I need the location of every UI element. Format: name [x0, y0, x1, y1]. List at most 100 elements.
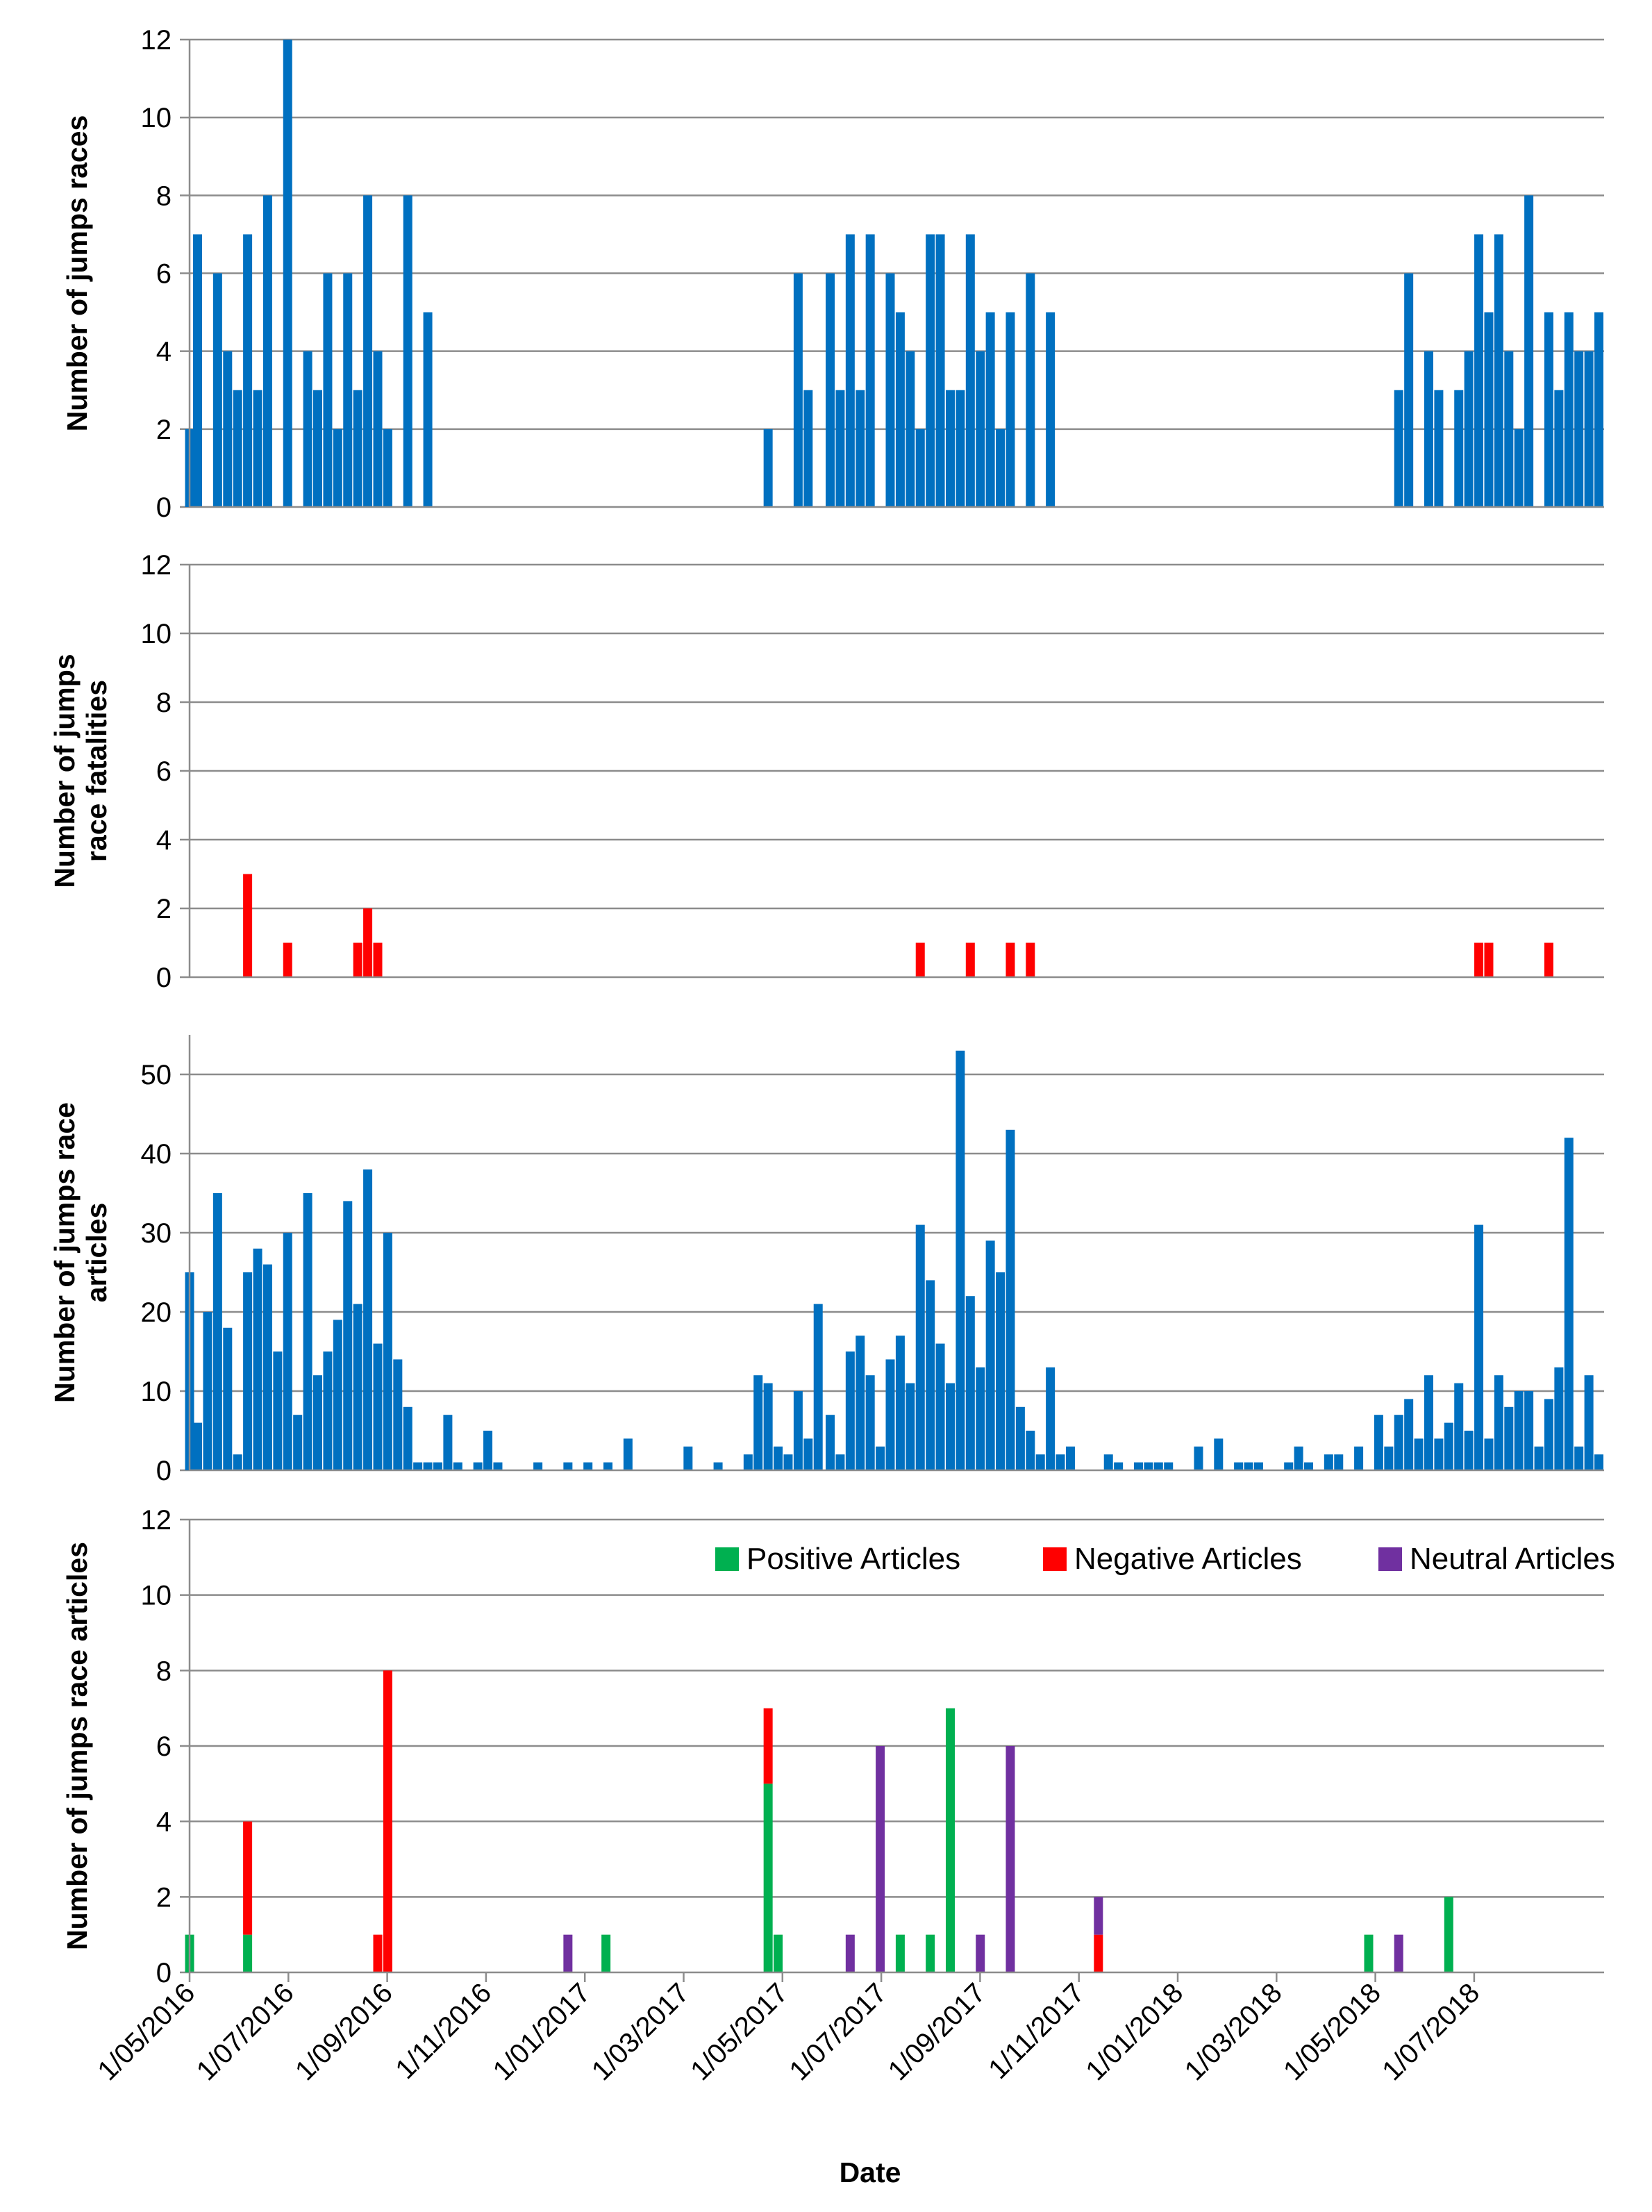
bar-races: [1544, 312, 1553, 507]
y-tick-label: 6: [156, 756, 172, 787]
bar-articles: [443, 1415, 453, 1470]
y-tick-label: 10: [141, 103, 172, 133]
bar-articles: [845, 1352, 855, 1470]
bar-articles: [1035, 1454, 1045, 1470]
bar-articles: [1164, 1462, 1174, 1470]
bar-articles: [473, 1462, 483, 1470]
bar-races: [1574, 351, 1584, 507]
legend-swatch: [1378, 1547, 1402, 1571]
x-tick-label: 1/07/2018: [1376, 1977, 1485, 2086]
bar-articles: [393, 1359, 403, 1470]
bar-articles: [813, 1304, 823, 1470]
bar-races: [865, 234, 875, 507]
bar-neutral-articles: [976, 1934, 985, 1972]
y-tick-label: 2: [156, 1882, 172, 1913]
y-axis-title: Number of jumps race articles: [61, 1542, 93, 1950]
y-tick-label: 10: [141, 1581, 172, 1611]
y-tick-label: 0: [156, 1958, 172, 1988]
bar-races: [363, 195, 373, 507]
bar-positive-articles: [895, 1934, 905, 1972]
bar-races: [996, 429, 1006, 507]
chart-panel-fatalities: 0 2 4 6 8 10 12 Number of jumps race fatalities: [49, 550, 1604, 993]
bar-articles: [333, 1320, 342, 1470]
bar-articles: [1514, 1391, 1524, 1470]
bar-fatalities: [1544, 942, 1553, 977]
bar-races: [895, 312, 905, 507]
bar-races: [212, 273, 222, 507]
bar-neutral-articles: [845, 1934, 855, 1972]
bar-neutral-articles: [1094, 1897, 1103, 1935]
bar-articles: [1103, 1454, 1113, 1470]
bar-fatalities: [965, 942, 975, 977]
bar-negative-articles: [373, 1934, 383, 1972]
bar-articles: [1194, 1446, 1203, 1470]
bar-fatalities: [1006, 942, 1015, 977]
bar-articles: [1324, 1454, 1333, 1470]
bar-articles: [865, 1375, 875, 1470]
bar-articles: [783, 1454, 793, 1470]
bar-races: [926, 234, 935, 507]
bar-races: [906, 351, 915, 507]
bar-fatalities: [353, 942, 362, 977]
bar-articles: [563, 1462, 573, 1470]
y-tick-label: 6: [156, 1731, 172, 1762]
legend-entry: Negative Articles: [1043, 1542, 1302, 1576]
bar-articles: [956, 1050, 965, 1470]
bar-articles: [1374, 1415, 1383, 1470]
y-tick-label: 50: [141, 1060, 172, 1090]
bar-articles: [1304, 1462, 1314, 1470]
bar-negative-articles: [763, 1708, 773, 1784]
bar-articles: [262, 1264, 272, 1470]
bar-races: [223, 351, 233, 507]
bar-articles: [774, 1446, 783, 1470]
bar-positive-articles: [763, 1783, 773, 1972]
bar-races: [323, 273, 333, 507]
bar-articles: [343, 1201, 353, 1470]
bar-races: [343, 273, 353, 507]
bar-articles: [1544, 1399, 1553, 1470]
bar-races: [353, 390, 362, 507]
bar-articles: [1065, 1446, 1075, 1470]
bar-articles: [1454, 1383, 1464, 1470]
bar-positive-articles: [1444, 1897, 1453, 1972]
y-tick-label: 12: [141, 25, 172, 56]
x-tick-label: 1/09/2017: [883, 1977, 992, 2086]
bar-articles: [683, 1446, 693, 1470]
y-tick-label: 10: [141, 619, 172, 649]
bar-articles: [483, 1431, 493, 1470]
bar-articles: [1015, 1406, 1025, 1470]
y-tick-label: 20: [141, 1297, 172, 1328]
bar-articles: [1464, 1431, 1474, 1470]
bar-articles: [1284, 1462, 1294, 1470]
bar-neutral-articles: [563, 1934, 573, 1972]
bar-races: [985, 312, 995, 507]
bar-articles: [1144, 1462, 1153, 1470]
y-tick-label: 4: [156, 337, 172, 367]
y-tick-label: 4: [156, 1807, 172, 1838]
bar-articles: [623, 1438, 633, 1470]
bar-articles: [1253, 1462, 1263, 1470]
bar-articles: [403, 1406, 412, 1470]
bar-races: [333, 429, 342, 507]
bar-races: [856, 390, 865, 507]
bar-articles: [1046, 1367, 1056, 1470]
legend-label: Negative Articles: [1074, 1542, 1302, 1576]
bar-articles: [253, 1248, 262, 1470]
bar-fatalities: [1484, 942, 1494, 977]
bar-articles: [895, 1336, 905, 1470]
bar-articles: [193, 1422, 203, 1470]
y-tick-label: 10: [141, 1377, 172, 1407]
bar-positive-articles: [926, 1934, 935, 1972]
x-tick-label: 1/09/2016: [290, 1977, 399, 2086]
y-tick-label: 40: [141, 1139, 172, 1170]
y-tick-label: 8: [156, 1656, 172, 1686]
bar-races: [1454, 390, 1464, 507]
bar-races: [845, 234, 855, 507]
x-tick-label: 1/01/2017: [487, 1977, 596, 2086]
bar-articles: [1056, 1454, 1065, 1470]
bar-fatalities: [915, 942, 925, 977]
bar-negative-articles: [383, 1670, 392, 1972]
bar-articles: [1404, 1399, 1414, 1470]
y-axis-title: race fatalities: [81, 680, 112, 862]
bar-articles: [583, 1462, 593, 1470]
